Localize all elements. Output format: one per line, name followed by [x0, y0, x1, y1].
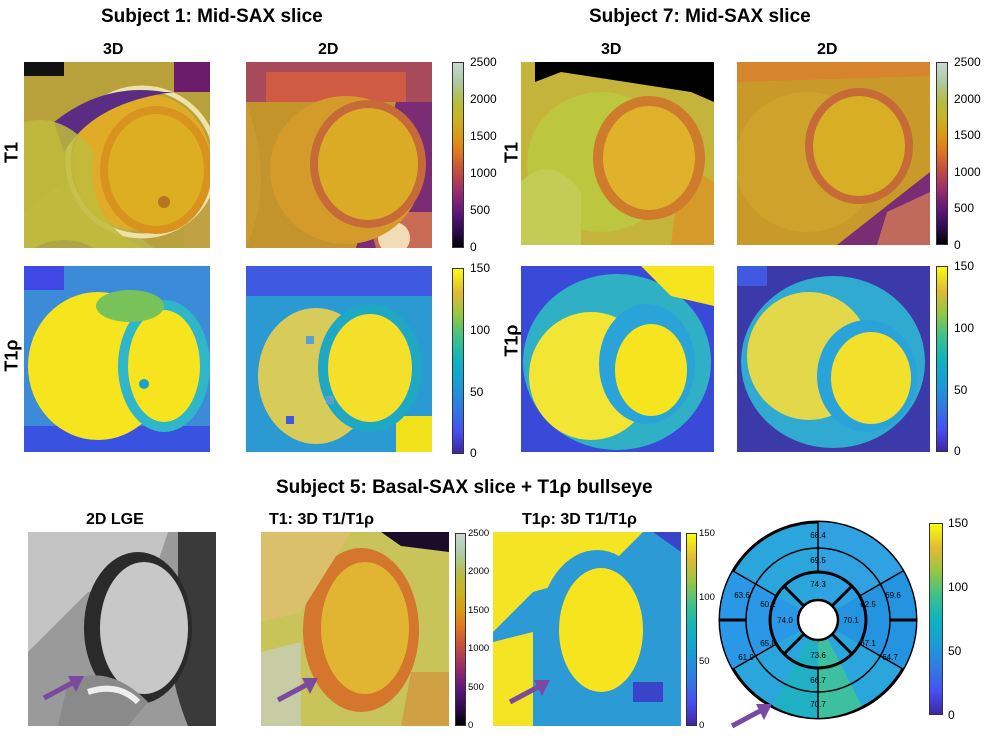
t1rho-bullseye: 68.4 69.6 64.7 70.7 61.9 63.6 69.5 62.5 …	[718, 520, 918, 720]
s1-3d-rho-map	[24, 266, 210, 452]
s5-t1-tick-1000: 1000	[468, 643, 490, 654]
s7-t1-tick-500: 500	[954, 201, 975, 215]
s7-rho-tick-0: 0	[954, 444, 961, 458]
s7-3d-rho-map	[521, 266, 714, 452]
seg-inner-inferior: 73.6	[810, 651, 826, 660]
lge-header: 2D LGE	[86, 511, 144, 528]
s7-t1-colorbar	[936, 62, 948, 245]
seg-outer-inferoseptal: 61.9	[738, 653, 754, 662]
subject1-title: Subject 1: Mid-SAX slice	[101, 6, 323, 27]
s7-2d-rho-map	[737, 266, 930, 452]
s7-3d-header: 3D	[601, 41, 622, 58]
lge-image	[28, 532, 216, 726]
seg-outer-anterolateral: 69.6	[885, 591, 901, 600]
s7-rho-colorbar	[936, 266, 948, 452]
s5-rho-tick-100: 100	[699, 592, 715, 603]
s7-rho-tick-100: 100	[954, 321, 975, 335]
s7-rho-row-label: T1ρ	[501, 324, 522, 357]
seg-mid-anterolateral: 62.5	[860, 600, 876, 609]
rho-arrow-icon	[508, 680, 550, 705]
s1-rho-colorbar	[452, 268, 464, 454]
lge-arrow-icon	[42, 676, 84, 701]
s5-t1-tick-2000: 2000	[468, 566, 490, 577]
seg-mid-anterior: 69.5	[810, 556, 826, 565]
s1-2d-rho-map	[246, 266, 432, 452]
s1-t1-tick-500: 500	[470, 203, 491, 217]
s7-t1-tick-2500: 2500	[954, 55, 981, 69]
s7-t1-tick-2000: 2000	[954, 92, 981, 106]
s7-t1-row-label: T1	[501, 142, 522, 164]
s5-rho-tick-150: 150	[699, 528, 715, 539]
subject5-title: Subject 5: Basal-SAX slice + T1ρ bullsey…	[276, 477, 653, 498]
bullseye-tick-50: 50	[948, 644, 962, 658]
s5-t1-colorbar	[455, 533, 466, 726]
s1-rho-tick-0: 0	[470, 446, 477, 460]
s1-t1-tick-1000: 1000	[470, 166, 497, 180]
seg-inner-anterior: 74.3	[810, 580, 826, 589]
s5-rho-colorbar	[686, 533, 697, 726]
s5-rho-tick-0: 0	[699, 720, 705, 731]
s1-t1-tick-2500: 2500	[470, 55, 497, 69]
s7-3d-t1-map	[521, 62, 714, 245]
seg-inner-lateral: 70.1	[843, 616, 859, 625]
subject7-title: Subject 7: Mid-SAX slice	[589, 6, 811, 27]
bullseye-arrow-icon	[730, 704, 772, 729]
s1-3d-t1-map	[24, 62, 210, 248]
seg-outer-anterior: 68.4	[810, 531, 826, 540]
seg-mid-anteroseptal: 60.2	[760, 600, 776, 609]
s7-2d-header: 2D	[817, 41, 838, 58]
s7-rho-tick-150: 150	[954, 259, 975, 273]
seg-mid-inferoseptal: 65.8	[760, 639, 776, 648]
s1-rho-tick-100: 100	[470, 323, 491, 337]
s1-rho-row-label: T1ρ	[1, 339, 22, 372]
s5-t1-tick-2500: 2500	[468, 528, 490, 539]
rho-3d-header: T1ρ: 3D T1/T1ρ	[522, 511, 637, 528]
s1-3d-header: 3D	[103, 41, 124, 58]
seg-outer-anteroseptal: 63.6	[734, 591, 750, 600]
s7-t1-tick-1000: 1000	[954, 165, 981, 179]
s1-rho-tick-150: 150	[470, 261, 491, 275]
s7-rho-tick-50: 50	[954, 383, 968, 397]
bullseye-tick-150: 150	[948, 516, 969, 530]
s7-t1-tick-0: 0	[954, 238, 961, 252]
s7-2d-t1-map	[737, 62, 930, 245]
s5-t1-tick-1500: 1500	[468, 605, 490, 616]
bullseye-tick-0: 0	[948, 708, 955, 722]
bullseye-colorbar	[929, 523, 943, 715]
seg-outer-inferolateral: 64.7	[882, 653, 898, 662]
t1-3d-header: T1: 3D T1/T1ρ	[269, 511, 375, 528]
bullseye-tick-100: 100	[948, 580, 969, 594]
s1-2d-header: 2D	[318, 41, 339, 58]
s1-t1-colorbar	[452, 62, 464, 248]
s1-t1-tick-0: 0	[470, 240, 477, 254]
seg-outer-inferior: 70.7	[810, 700, 826, 709]
t1-arrow-icon	[276, 678, 318, 703]
s5-t1-tick-500: 500	[468, 682, 484, 693]
s1-t1-tick-1500: 1500	[470, 129, 497, 143]
seg-mid-inferior: 66.7	[810, 676, 826, 685]
seg-mid-inferolateral: 67.1	[860, 639, 876, 648]
s1-2d-t1-map	[246, 62, 432, 248]
s7-t1-tick-1500: 1500	[954, 128, 981, 142]
s1-t1-tick-2000: 2000	[470, 92, 497, 106]
s1-t1-row-label: T1	[1, 142, 22, 164]
s5-t1-tick-0: 0	[468, 720, 474, 731]
seg-inner-septal: 74.0	[777, 616, 793, 625]
s5-rho-tick-50: 50	[699, 656, 710, 667]
s1-rho-tick-50: 50	[470, 385, 484, 399]
